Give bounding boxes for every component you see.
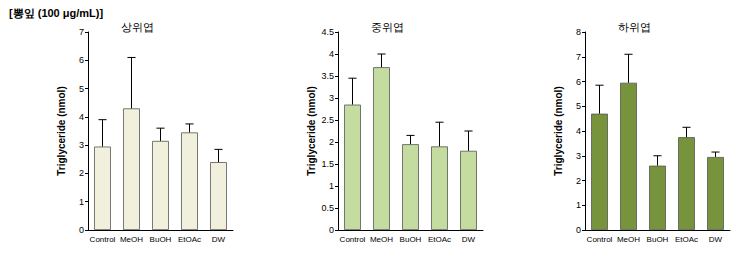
svg-text:8: 8 bbox=[576, 27, 581, 37]
svg-text:3: 3 bbox=[329, 93, 334, 103]
svg-text:4.5: 4.5 bbox=[321, 27, 334, 37]
svg-text:4: 4 bbox=[79, 112, 84, 122]
svg-text:Triglyceride (nmol): Triglyceride (nmol) bbox=[306, 86, 317, 175]
svg-text:0: 0 bbox=[79, 225, 84, 235]
svg-text:Control: Control bbox=[90, 235, 116, 244]
svg-text:0: 0 bbox=[576, 225, 581, 235]
svg-text:EtOAc: EtOAc bbox=[428, 235, 451, 244]
svg-text:MeOH: MeOH bbox=[617, 235, 640, 244]
svg-text:5: 5 bbox=[79, 84, 84, 94]
svg-text:BuOH: BuOH bbox=[400, 235, 422, 244]
svg-text:EtOAc: EtOAc bbox=[675, 235, 698, 244]
svg-text:4: 4 bbox=[576, 126, 581, 136]
svg-text:Control: Control bbox=[340, 235, 366, 244]
svg-text:3: 3 bbox=[79, 140, 84, 150]
svg-text:3.5: 3.5 bbox=[321, 71, 334, 81]
svg-text:Triglyceride (nmol): Triglyceride (nmol) bbox=[56, 86, 67, 175]
svg-text:0: 0 bbox=[329, 225, 334, 235]
svg-text:1.5: 1.5 bbox=[321, 159, 334, 169]
svg-text:DW: DW bbox=[462, 235, 476, 244]
svg-text:1: 1 bbox=[79, 197, 84, 207]
svg-text:5: 5 bbox=[576, 101, 581, 111]
svg-text:MeOH: MeOH bbox=[370, 235, 393, 244]
svg-text:7: 7 bbox=[79, 27, 84, 37]
svg-text:DW: DW bbox=[212, 235, 226, 244]
svg-text:Triglyceride (nmol): Triglyceride (nmol) bbox=[553, 86, 564, 175]
svg-text:2: 2 bbox=[329, 137, 334, 147]
svg-text:1: 1 bbox=[329, 181, 334, 191]
svg-text:Control: Control bbox=[587, 235, 613, 244]
svg-text:2: 2 bbox=[576, 176, 581, 186]
svg-text:BuOH: BuOH bbox=[150, 235, 172, 244]
svg-text:EtOAc: EtOAc bbox=[178, 235, 201, 244]
svg-text:6: 6 bbox=[79, 55, 84, 65]
svg-text:6: 6 bbox=[576, 77, 581, 87]
svg-text:2.5: 2.5 bbox=[321, 115, 334, 125]
svg-text:BuOH: BuOH bbox=[647, 235, 669, 244]
svg-text:MeOH: MeOH bbox=[120, 235, 143, 244]
svg-text:상위엽: 상위엽 bbox=[121, 21, 154, 33]
svg-text:2: 2 bbox=[79, 168, 84, 178]
svg-text:[뽕잎 (100 μg/mL)]: [뽕잎 (100 μg/mL)] bbox=[9, 7, 103, 19]
svg-text:0.5: 0.5 bbox=[321, 203, 334, 213]
svg-text:1: 1 bbox=[576, 200, 581, 210]
svg-text:중위엽: 중위엽 bbox=[371, 21, 404, 33]
svg-text:DW: DW bbox=[709, 235, 723, 244]
svg-text:하위엽: 하위엽 bbox=[618, 21, 651, 33]
svg-text:7: 7 bbox=[576, 52, 581, 62]
svg-text:4: 4 bbox=[329, 49, 334, 59]
svg-text:3: 3 bbox=[576, 151, 581, 161]
